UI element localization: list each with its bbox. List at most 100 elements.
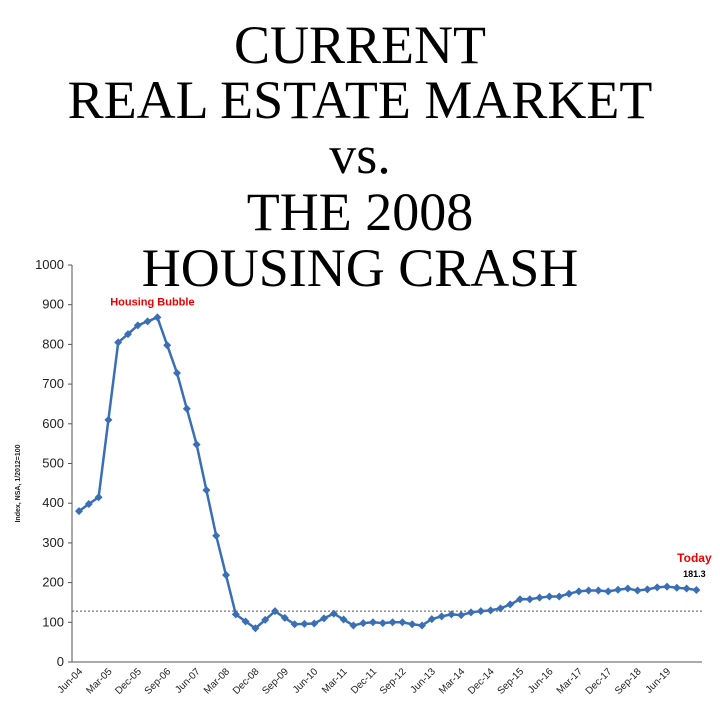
- data-point: [388, 618, 397, 627]
- data-point: [280, 613, 289, 622]
- annotation: Housing Bubble: [110, 296, 194, 308]
- data-point: [124, 330, 132, 339]
- x-tick-label: Mar-08: [202, 666, 232, 696]
- data-point: [594, 586, 603, 595]
- data-point: [584, 586, 593, 595]
- data-point: [682, 584, 691, 593]
- data-point: [359, 619, 368, 628]
- data-point: [182, 404, 191, 413]
- data-point: [516, 595, 524, 604]
- data-point: [653, 583, 662, 592]
- y-tick-label: 300: [42, 535, 64, 550]
- y-tick-label: 1000: [35, 257, 64, 272]
- data-point: [467, 608, 475, 617]
- x-tick-label: Jun-19: [644, 666, 674, 696]
- y-axis-label: Index, NSA, 1/2012=100: [15, 444, 22, 522]
- data-point: [84, 499, 93, 508]
- annotation: Today: [677, 551, 712, 565]
- data-point: [143, 317, 152, 326]
- data-point: [202, 486, 211, 495]
- x-tick-label: Jun-13: [409, 666, 439, 696]
- data-point: [692, 586, 701, 595]
- data-point: [545, 592, 554, 601]
- data-point: [310, 619, 319, 628]
- data-point: [104, 415, 113, 424]
- title-line: HOUSING CRASH: [142, 238, 579, 298]
- data-point: [378, 619, 387, 628]
- data-point: [555, 592, 564, 601]
- y-tick-label: 200: [42, 575, 64, 590]
- data-point: [574, 587, 583, 596]
- data-point: [290, 620, 299, 629]
- title-line: REAL ESTATE MARKET: [68, 70, 653, 130]
- data-point: [212, 531, 221, 540]
- y-tick-label: 600: [42, 416, 64, 431]
- data-point: [623, 584, 632, 593]
- data-point: [604, 587, 613, 596]
- data-point: [486, 606, 495, 615]
- y-tick-label: 400: [42, 495, 64, 510]
- data-point: [663, 582, 671, 591]
- x-tick-label: Dec-17: [584, 666, 615, 697]
- y-tick-label: 800: [42, 336, 64, 351]
- data-point: [329, 609, 338, 618]
- data-line: [78, 315, 697, 630]
- data-point: [447, 610, 456, 619]
- data-point: [398, 618, 407, 627]
- data-point: [192, 440, 201, 449]
- x-tick-label: Jun-04: [56, 666, 86, 696]
- data-point: [349, 621, 358, 630]
- data-point: [457, 611, 466, 620]
- y-tick-label: 0: [57, 654, 64, 669]
- x-tick-label: Dec-14: [466, 666, 497, 697]
- data-point: [506, 600, 515, 609]
- data-point: [614, 585, 622, 594]
- data-point: [94, 493, 103, 502]
- x-tick-label: Sep-09: [260, 666, 291, 697]
- data-point: [476, 607, 485, 616]
- value-label: 181.3: [683, 569, 706, 579]
- data-point: [222, 571, 230, 580]
- data-point: [271, 607, 279, 616]
- data-point: [369, 618, 377, 627]
- data-point: [153, 313, 162, 322]
- x-tick-label: Jun-07: [173, 666, 203, 696]
- data-point: [261, 615, 270, 624]
- data-point: [525, 595, 534, 604]
- data-point: [75, 507, 83, 516]
- x-tick-label: Sep-15: [496, 666, 527, 697]
- x-tick-label: Mar-17: [555, 666, 585, 696]
- data-point: [241, 617, 250, 626]
- x-tick-label: Dec-08: [231, 666, 262, 697]
- data-point: [643, 585, 652, 594]
- x-tick-label: Mar-14: [437, 666, 467, 696]
- x-tick-label: Jun-16: [526, 666, 556, 696]
- data-point: [173, 368, 181, 377]
- x-tick-label: Mar-05: [84, 666, 114, 696]
- data-point: [300, 619, 309, 628]
- data-point: [437, 612, 446, 621]
- data-point: [320, 614, 328, 623]
- y-tick-label: 500: [42, 456, 64, 471]
- x-tick-label: Dec-11: [349, 666, 379, 696]
- data-point: [114, 338, 123, 347]
- y-tick-label: 900: [42, 297, 64, 312]
- title-line: vs.: [329, 125, 391, 185]
- y-tick-label: 100: [42, 614, 64, 629]
- x-tick-label: Sep-12: [378, 666, 409, 697]
- title-line: CURRENT: [234, 15, 486, 75]
- x-tick-label: Sep-18: [613, 666, 644, 697]
- x-tick-label: Dec-05: [113, 666, 144, 697]
- y-tick-label: 700: [42, 376, 64, 391]
- data-point: [408, 620, 417, 629]
- data-point: [418, 621, 426, 630]
- title-line: THE 2008: [247, 182, 473, 242]
- data-point: [231, 610, 240, 619]
- data-point: [427, 615, 436, 624]
- x-tick-label: Sep-06: [143, 666, 174, 697]
- data-point: [251, 624, 260, 633]
- data-point: [496, 604, 505, 613]
- data-point: [339, 615, 348, 624]
- data-point: [633, 586, 642, 595]
